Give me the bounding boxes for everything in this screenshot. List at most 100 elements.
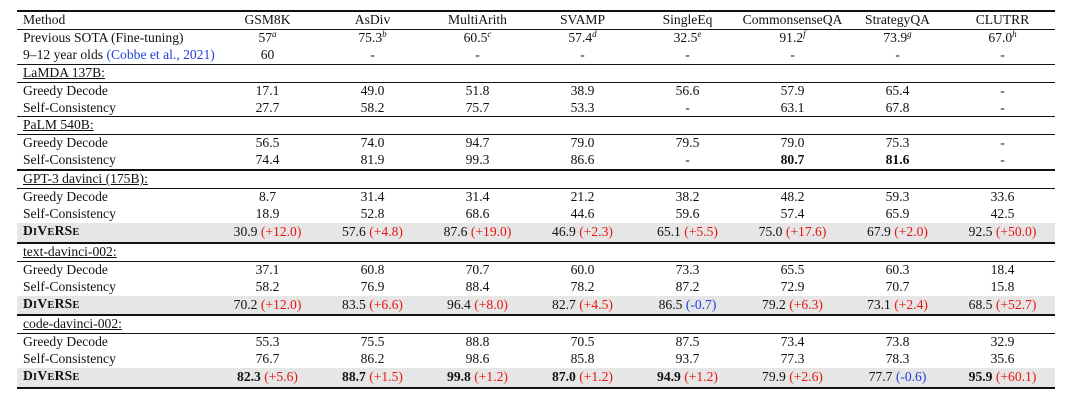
score-cell: 92.5 (+50.0) [950,222,1055,243]
greedy-row: Greedy Decode 8.7 31.4 31.4 21.2 38.2 48.2 59.3… [17,188,1055,206]
header-gsm8k: GSM8K [215,9,320,30]
delta-value: (+1.5) [369,369,403,385]
score-cell: 73.4 [740,333,845,352]
score-cell: 76.9 [360,278,385,294]
score-cell: 60.0 [530,260,635,279]
score-cell: 70.7 [425,260,530,279]
score-cell: - [950,81,1055,100]
score-cell: 99.3 [465,152,490,168]
score-cell: 75.7 [465,99,490,115]
delta-value: (+6.3) [789,296,823,312]
score-cell: 79.0 [740,134,845,153]
delta-value: (+12.0) [260,296,302,312]
score-cell: 72.9 [780,278,805,294]
score-cell: 33.6 [950,188,1055,206]
score-cell: 75.0 (+17.6) [740,222,845,243]
kids-cell: - [895,46,900,62]
delta-value: (+5.5) [684,223,718,239]
score-cell: 38.2 [635,188,740,206]
delta-value: (+17.6) [785,223,827,239]
section-header-row: code-davinci-002: [17,314,1055,334]
score-cell: 74.4 [255,152,280,168]
results-table-body: Previous SOTA (Fine-tuning) 57a 75.3b 60… [17,28,1055,390]
method-label: Self-Consistency [23,99,116,115]
score-cell: 58.2 [360,99,385,115]
delta-value: (-0.7) [685,296,717,312]
score-cell: 56.6 [635,81,740,100]
score-cell: 87.5 [635,333,740,352]
score-cell: 38.9 [530,81,635,100]
score-cell: 57.6 (+4.8) [320,222,425,243]
kids-row: 9–12 year olds (Cobbe et al., 2021) 60 -… [17,47,1055,64]
diverse-row: DIVERSE 30.9 (+12.0) 57.6 (+4.8) 87.6 (+19.… [17,222,1055,243]
method-label: Self-Consistency [23,351,116,367]
header-multiarith: MultiArith [425,9,530,30]
score-cell: 70.7 [885,278,910,294]
section-title-cell: PaLM 540B: [17,116,1055,135]
score-cell: 88.8 [425,333,530,352]
score-cell: 53.3 [570,99,595,115]
score-cell: 70.5 [530,333,635,352]
method-label: Greedy Decode [17,260,215,279]
score-cell: 44.6 [570,205,595,221]
score-cell: 67.9 (+2.0) [845,222,950,243]
citation-link[interactable]: (Cobbe et al., 2021) [106,46,215,62]
greedy-row: Greedy Decode 56.5 74.0 94.7 79.0 79.5 79.0 75.… [17,134,1055,153]
score-cell: 59.3 [845,188,950,206]
delta-value: (+8.0) [474,296,508,312]
score-cell: 70.2 (+12.0) [215,295,320,316]
score-cell: 46.9 (+2.3) [530,222,635,243]
score-cell: 94.9 (+1.2) [635,368,740,390]
score-cell: 18.4 [950,260,1055,279]
score-cell: 48.2 [740,188,845,206]
score-cell: 51.8 [425,81,530,100]
prev-sota-cell: 67.0h [988,28,1017,45]
sc-row: Self-Consistency 58.2 76.9 88.4 78.2 87.2 72.9… [17,279,1055,296]
score-cell: 31.4 [320,188,425,206]
score-cell: 83.5 (+6.6) [320,295,425,316]
section-header-row: PaLM 540B: [17,116,1055,135]
kids-cell: - [685,46,690,62]
prev-sota-label: Previous SOTA (Fine-tuning) [23,29,184,45]
score-cell: 37.1 [215,260,320,279]
score-cell: 77.3 [780,351,805,367]
delta-value: (+4.5) [579,296,613,312]
score-cell: 65.9 [885,205,910,221]
score-cell: 32.9 [950,333,1055,352]
score-cell: 79.9 (+2.6) [740,368,845,390]
method-label: Self-Consistency [23,278,116,294]
score-cell: 73.1 (+2.4) [845,295,950,316]
score-cell: 78.2 [570,278,595,294]
score-cell: 59.6 [675,205,700,221]
score-cell: 60.3 [845,260,950,279]
score-cell: 31.4 [425,188,530,206]
score-cell: 86.2 [360,351,385,367]
score-cell: 86.5 (-0.7) [635,295,740,316]
section-title: code-davinci-002: [23,316,122,332]
score-cell: - [950,134,1055,153]
section-title-cell: LaMDA 137B: [17,63,1055,83]
score-cell: 30.9 (+12.0) [215,222,320,243]
score-cell: 74.0 [320,134,425,153]
section-title: GPT-3 davinci (175B): [23,171,148,187]
score-cell: 79.2 (+6.3) [740,295,845,316]
score-cell: 73.3 [635,260,740,279]
score-cell: 76.7 [255,351,280,367]
delta-value: (+1.2) [684,369,718,385]
delta-value: (+2.6) [789,369,823,385]
section-title-cell: text-davinci-002: [17,241,1055,262]
header-asdiv: AsDiv [320,9,425,30]
score-cell: 81.6 [885,152,910,168]
score-cell: 78.3 [885,351,910,367]
diverse-row: DIVERSE 82.3 (+5.6) 88.7 (+1.5) 99.8 (+1.2)… [17,368,1055,390]
score-cell: 95.9 (+60.1) [950,368,1055,390]
score-cell: 85.8 [570,351,595,367]
prev-sota-cell: 60.5c [463,28,492,45]
score-cell: 52.8 [360,205,385,221]
delta-value: (+60.1) [995,369,1037,385]
delta-value: (+50.0) [995,223,1037,239]
score-cell: 87.0 (+1.2) [530,368,635,390]
score-cell: 82.7 (+4.5) [530,295,635,316]
score-cell: 81.9 [360,152,385,168]
prev-sota-cell: 73.9g [883,28,912,45]
